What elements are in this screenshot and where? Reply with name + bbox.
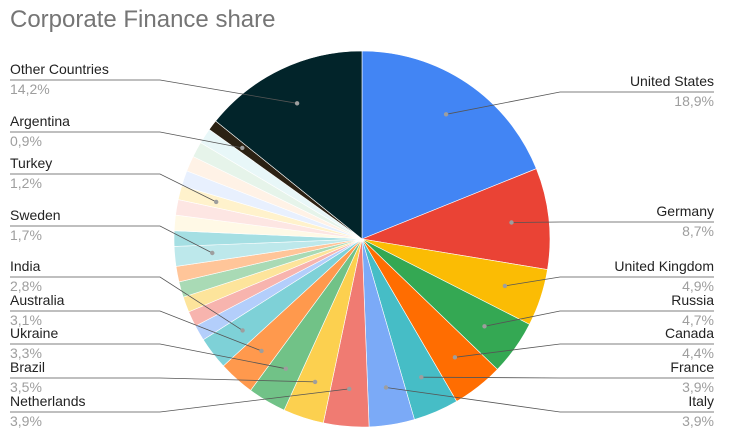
value-sweden: 1,7% (10, 227, 42, 243)
label-sweden: Sweden (10, 207, 61, 223)
leader-line-italy (385, 387, 714, 413)
value-ukraine: 3,3% (10, 345, 42, 361)
label-turkey: Turkey (10, 155, 52, 171)
label-ukraine: Ukraine (10, 325, 58, 341)
leader-line-canada (454, 343, 714, 358)
leader-line-australia (10, 310, 262, 352)
value-united-kingdom: 4,9% (682, 278, 714, 294)
leader-dot-russia (482, 324, 487, 329)
leader-dot-canada (452, 355, 458, 360)
value-netherlands: 3,9% (10, 413, 42, 429)
leader-line-netherlands (10, 388, 350, 413)
chart-title: Corporate Finance share (10, 6, 276, 33)
leader-dot-netherlands (347, 386, 352, 392)
leader-line-sweden (10, 225, 213, 254)
value-france: 3,9% (682, 379, 714, 395)
slice-other-countries (215, 50, 363, 240)
value-russia: 4,7% (682, 312, 714, 328)
leader-dot-india (240, 328, 245, 333)
label-india: India (10, 258, 41, 274)
leader-line-india (10, 276, 243, 331)
label-france: France (670, 359, 714, 375)
value-argentina: 0,9% (10, 133, 42, 149)
leader-line-ukraine (10, 343, 286, 370)
leader-dot-sweden (210, 250, 215, 256)
leader-dot-turkey (214, 199, 219, 205)
leader-dot-argentina (240, 145, 245, 151)
value-other-countries: 14,2% (10, 81, 50, 97)
leader-line-france (421, 376, 714, 379)
leader-line-germany (511, 221, 714, 223)
slice-germany (360, 168, 551, 270)
label-netherlands: Netherlands (10, 393, 86, 409)
leader-dot-france (419, 375, 424, 380)
leader-line-argentina (10, 131, 243, 149)
label-united-kingdom: United Kingdom (614, 258, 714, 274)
value-italy: 3,9% (682, 413, 714, 429)
leader-dot-italy (383, 385, 389, 390)
leader-line-turkey (10, 173, 217, 203)
label-argentina: Argentina (10, 113, 70, 129)
leader-dot-australia (259, 348, 264, 354)
value-india: 2,8% (10, 278, 42, 294)
value-brazil: 3,5% (10, 379, 42, 395)
label-australia: Australia (10, 292, 65, 308)
label-germany: Germany (656, 203, 714, 219)
leader-line-united-kingdom (504, 276, 714, 287)
leader-dot-ukraine (283, 366, 288, 371)
label-canada: Canada (665, 325, 714, 341)
leader-dot-other-countries (294, 101, 300, 106)
label-united-states: United States (630, 73, 714, 89)
label-russia: Russia (671, 292, 714, 308)
label-other-countries: Other Countries (10, 61, 109, 77)
value-canada: 4,4% (682, 345, 714, 361)
slice-united-states (361, 50, 537, 240)
leader-dot-united-kingdom (502, 283, 508, 289)
leader-dot-brazil (312, 379, 318, 385)
leader-line-other-countries (10, 79, 298, 104)
value-united-states: 18,9% (674, 93, 714, 109)
leader-line-united-states (446, 91, 714, 115)
label-brazil: Brazil (10, 359, 45, 375)
leader-line-russia (484, 310, 714, 327)
leader-line-brazil (10, 377, 316, 383)
value-germany: 8,7% (682, 223, 714, 239)
value-turkey: 1,2% (10, 175, 42, 191)
label-italy: Italy (688, 393, 714, 409)
value-australia: 3,1% (10, 312, 42, 328)
leader-dot-germany (509, 220, 514, 225)
leader-dot-united-states (443, 112, 449, 117)
